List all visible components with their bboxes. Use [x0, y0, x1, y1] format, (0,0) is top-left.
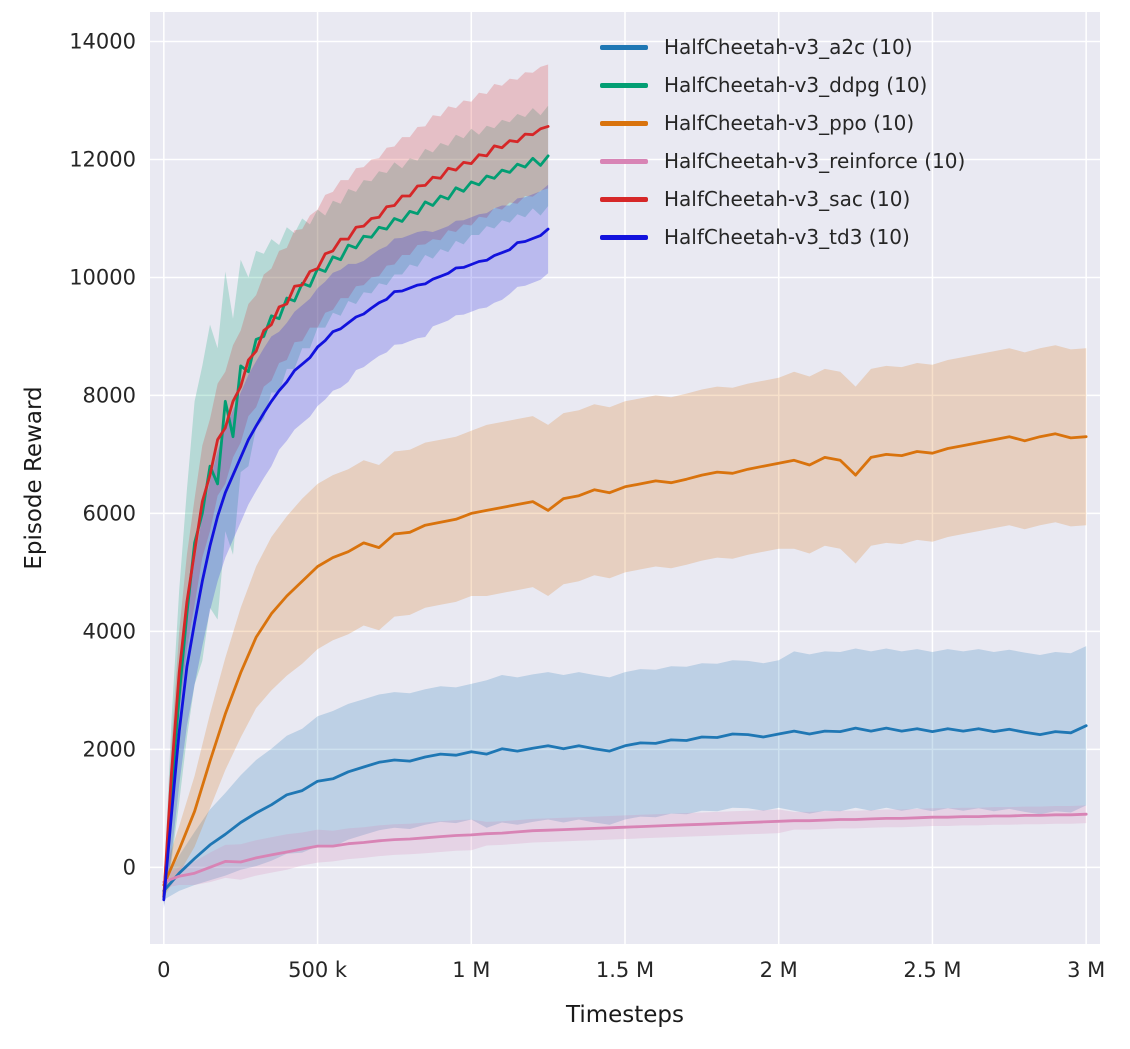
series-line [162, 432, 1088, 887]
legend-swatch [600, 120, 648, 126]
y-axis-label: Episode Reward [21, 386, 47, 570]
legend-item: HalfCheetah-v3_a2c (10) [600, 28, 965, 66]
series-line [162, 154, 550, 899]
confidence-band [163, 805, 1087, 888]
series-line [162, 812, 1088, 884]
x-tick-label: 3 M [1067, 958, 1105, 982]
x-tick-label: 1 M [452, 958, 490, 982]
legend-swatch [600, 82, 648, 88]
y-tick-label: 10000 [69, 265, 136, 289]
x-tick-label: 1.5 M [596, 958, 654, 982]
legend-swatch [600, 196, 648, 202]
legend-item: HalfCheetah-v3_td3 (10) [600, 218, 965, 256]
y-tick-label: 0 [123, 855, 136, 879]
legend-label: HalfCheetah-v3_td3 (10) [664, 225, 910, 249]
x-axis-label: Timesteps [565, 1002, 685, 1028]
confidence-band [163, 345, 1087, 897]
series-line [162, 227, 550, 902]
confidence-band [163, 105, 549, 906]
legend-label: HalfCheetah-v3_sac (10) [664, 187, 911, 211]
legend-label: HalfCheetah-v3_ddpg (10) [664, 73, 928, 97]
y-tick-label: 2000 [83, 737, 136, 761]
confidence-band [163, 646, 1087, 900]
x-tick-label: 0 [157, 958, 170, 982]
legend-item: HalfCheetah-v3_ddpg (10) [600, 66, 965, 104]
y-tick-label: 12000 [69, 147, 136, 171]
legend-label: HalfCheetah-v3_a2c (10) [664, 35, 913, 59]
legend-swatch [600, 234, 648, 240]
legend-item: HalfCheetah-v3_reinforce (10) [600, 142, 965, 180]
confidence-band [163, 184, 549, 909]
confidence-band [163, 64, 549, 904]
series-line [162, 125, 550, 899]
legend-item: HalfCheetah-v3_ppo (10) [600, 104, 965, 142]
x-tick-label: 2 M [760, 958, 798, 982]
series-line [162, 724, 1088, 893]
legend-item: HalfCheetah-v3_sac (10) [600, 180, 965, 218]
y-tick-label: 6000 [83, 501, 136, 525]
y-tick-label: 8000 [83, 383, 136, 407]
legend-swatch [600, 158, 648, 164]
x-tick-label: 500 k [288, 958, 348, 982]
y-tick-label: 4000 [83, 619, 136, 643]
legend-label: HalfCheetah-v3_ppo (10) [664, 111, 915, 135]
legend: HalfCheetah-v3_a2c (10) HalfCheetah-v3_dd… [600, 28, 965, 256]
legend-swatch [600, 44, 648, 50]
y-tick-label: 14000 [69, 29, 136, 53]
x-tick-label: 2.5 M [903, 958, 961, 982]
legend-label: HalfCheetah-v3_reinforce (10) [664, 149, 966, 173]
